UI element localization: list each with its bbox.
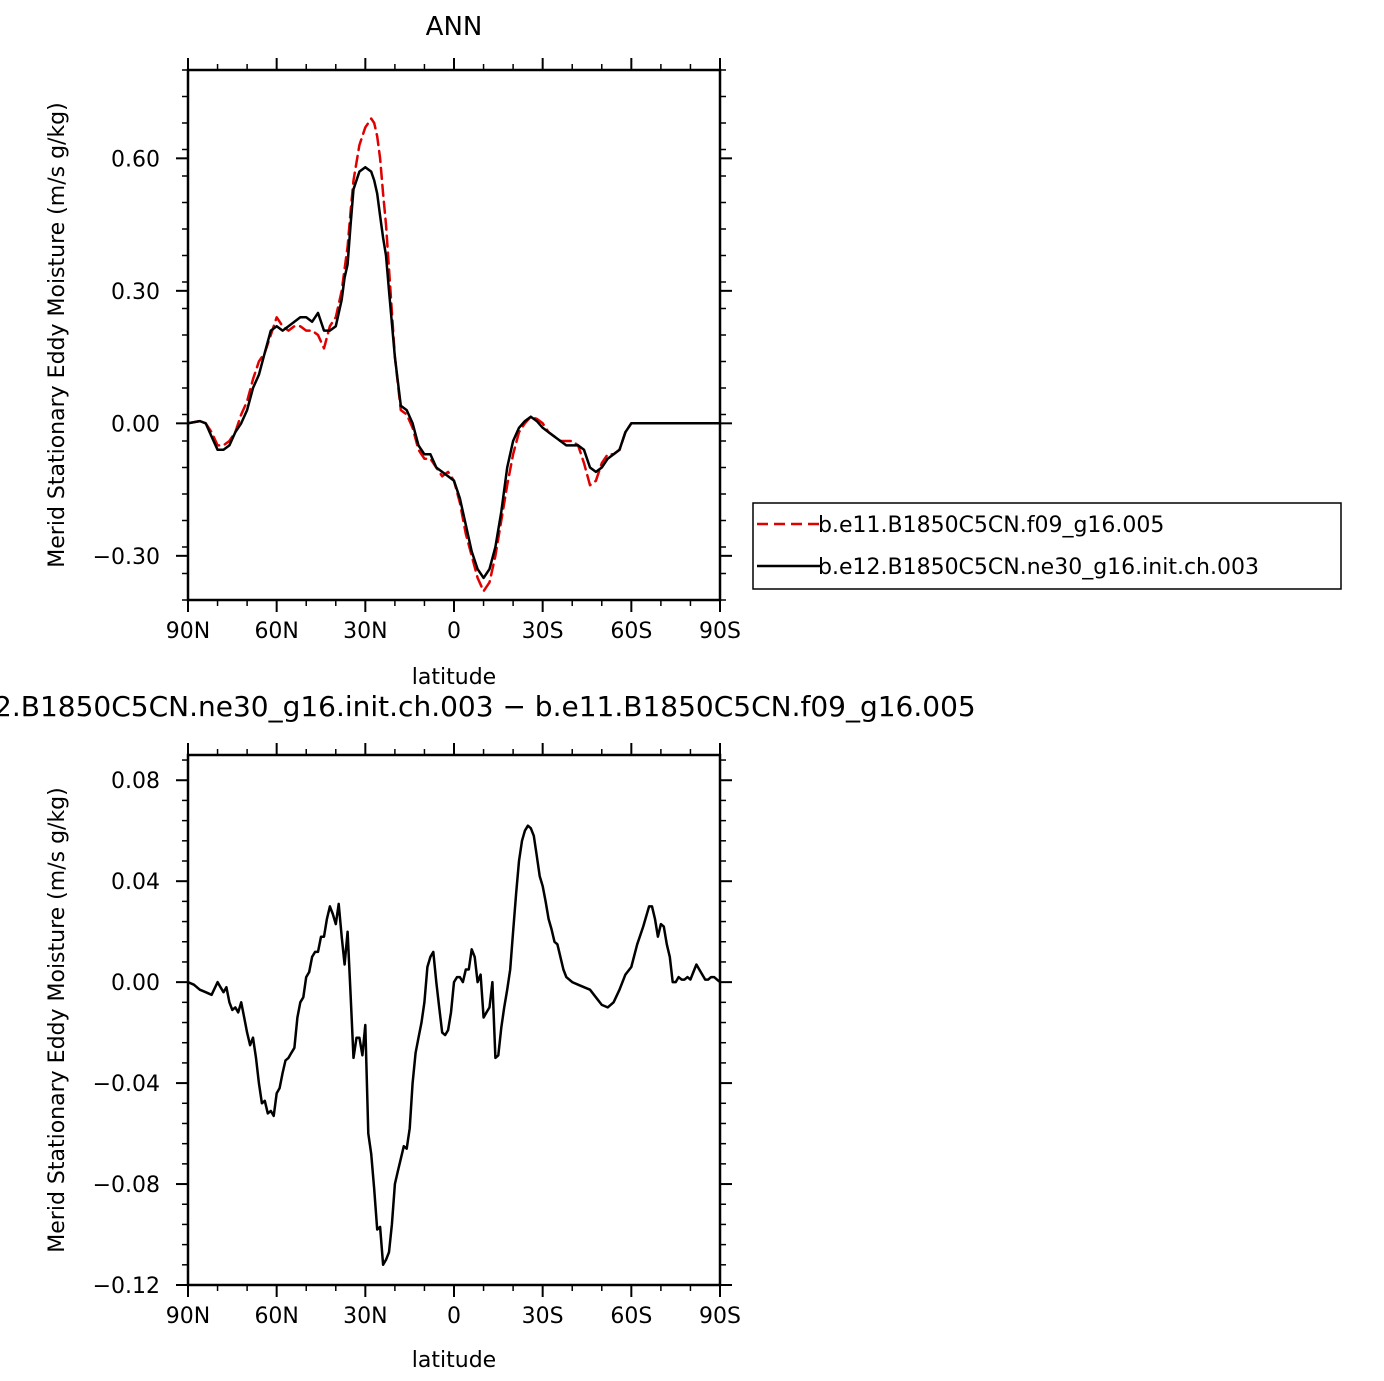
bot-y-tick-label: 0.08 bbox=[111, 769, 160, 794]
bot-series-line-0 bbox=[188, 824, 720, 1267]
top-y-tick-labels: −0.30 0.00 0.30 0.60 bbox=[93, 147, 160, 570]
bottom-ticks-group bbox=[176, 743, 732, 1297]
top-plot-frame bbox=[186, 68, 722, 602]
top-y-tick-label: −0.30 bbox=[93, 545, 160, 570]
top-ticks-group bbox=[176, 58, 732, 612]
legend: b.e11.B1850C5CN.f09_g16.005 b.e12.B1850C… bbox=[752, 502, 1342, 590]
bot-x-tick-label: 90S bbox=[699, 1304, 741, 1329]
top-x-tick-label: 30N bbox=[343, 619, 387, 644]
bot-x-tick-label: 30N bbox=[343, 1304, 387, 1329]
legend-label-0: b.e11.B1850C5CN.f09_g16.005 bbox=[818, 513, 1164, 538]
top-y-tick-label: 0.00 bbox=[111, 412, 160, 437]
bot-y-tick-label: −0.08 bbox=[93, 1173, 160, 1198]
bottom-y-tick-labels: −0.12 −0.08 −0.04 0.00 0.04 0.08 bbox=[93, 769, 160, 1299]
top-y-axis-label: Merid Stationary Eddy Moisture (m/s g/kg… bbox=[45, 102, 70, 567]
top-series-group bbox=[188, 117, 720, 593]
bottom-x-tick-labels: 90N 60N 30N 0 30S 60S 90S bbox=[166, 1304, 741, 1329]
bottom-panel-title: b.e12.B1850C5CN.ne30_g16.init.ch.003 − b… bbox=[0, 690, 976, 723]
top-x-tick-label: 60S bbox=[610, 619, 652, 644]
bot-x-tick-label: 0 bbox=[447, 1304, 461, 1329]
bot-y-tick-label: 0.04 bbox=[111, 870, 160, 895]
bot-y-tick-label: 0.00 bbox=[111, 971, 160, 996]
legend-box bbox=[752, 502, 1342, 590]
top-x-tick-label: 60N bbox=[254, 619, 298, 644]
bot-x-tick-label: 60N bbox=[254, 1304, 298, 1329]
bot-y-tick-label: −0.12 bbox=[93, 1274, 160, 1299]
bottom-plot-frame bbox=[186, 753, 722, 1287]
top-x-tick-label: 90N bbox=[166, 619, 210, 644]
top-y-tick-label: 0.30 bbox=[111, 280, 160, 305]
bot-y-tick-label: −0.04 bbox=[93, 1072, 160, 1097]
top-series-line-0 bbox=[188, 117, 720, 593]
top-x-tick-labels: 90N 60N 30N 0 30S 60S 90S bbox=[166, 619, 741, 644]
bot-x-tick-label: 60S bbox=[610, 1304, 652, 1329]
top-y-tick-label: 0.60 bbox=[111, 147, 160, 172]
top-series-line-1 bbox=[188, 165, 720, 580]
bottom-series-group bbox=[188, 824, 720, 1267]
bot-x-tick-label: 90N bbox=[166, 1304, 210, 1329]
bottom-panel: b.e12.B1850C5CN.ne30_g16.init.ch.003 − b… bbox=[0, 690, 976, 1373]
top-x-tick-label: 30S bbox=[522, 619, 564, 644]
bottom-y-axis-label: Merid Stationary Eddy Moisture (m/s g/kg… bbox=[45, 787, 70, 1252]
top-x-tick-label: 0 bbox=[447, 619, 461, 644]
top-x-tick-label: 90S bbox=[699, 619, 741, 644]
bottom-x-axis-label: latitude bbox=[412, 1348, 496, 1373]
legend-label-1: b.e12.B1850C5CN.ne30_g16.init.ch.003 bbox=[818, 555, 1259, 580]
top-panel: ANN 90N 60N 30N 0 30S 60S 90S −0.30 0.00 0.30 0.6… bbox=[45, 12, 741, 690]
top-x-axis-label: latitude bbox=[412, 665, 496, 690]
top-panel-title: ANN bbox=[426, 12, 483, 42]
bot-x-tick-label: 30S bbox=[522, 1304, 564, 1329]
